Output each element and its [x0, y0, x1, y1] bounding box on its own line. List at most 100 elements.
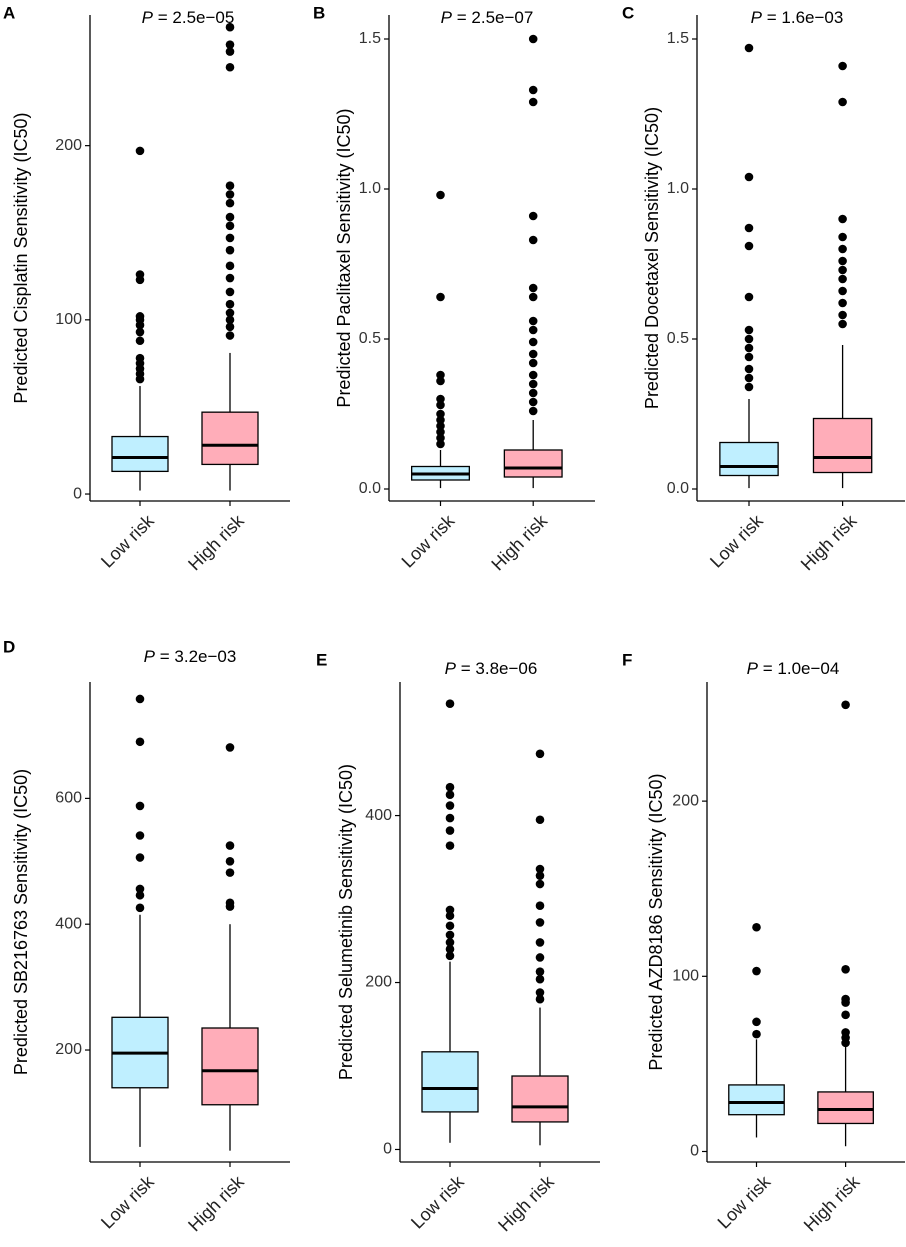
outlier-point [436, 376, 445, 386]
outlier-point [838, 274, 847, 284]
outlier-point [445, 699, 455, 709]
outlier-point [436, 415, 445, 425]
box-low-risk [728, 922, 785, 1138]
y-tick-label: 1.5 [359, 30, 381, 47]
p-value: = 1.0e−04 [758, 659, 839, 678]
iqr-box [201, 1027, 259, 1106]
outlier-point [445, 951, 455, 961]
outlier-point [838, 61, 847, 71]
outlier-point [838, 232, 847, 242]
iqr-box [421, 1051, 479, 1113]
p-value-title: P = 3.8e−06 [445, 659, 538, 678]
outlier-point [838, 265, 847, 275]
outlier-point [445, 813, 455, 823]
outlier-point [535, 953, 545, 962]
outlier-point [436, 421, 445, 431]
box-low-risk [421, 699, 479, 1143]
outlier-point [445, 790, 455, 799]
outlier-point [752, 1029, 761, 1039]
outlier-point [436, 409, 445, 419]
iqr-box [719, 441, 779, 477]
outlier-point [528, 406, 538, 416]
x-tick-label: Low risk [706, 510, 768, 572]
y-tick-label: 100 [672, 968, 699, 985]
outlier-point [528, 97, 538, 107]
outlier-point [436, 400, 445, 410]
panel-b: B P = 2.5e−07 Predicted Paclitaxel Sensiti… [313, 3, 595, 574]
outlier-point [135, 694, 145, 704]
outlier-point [135, 336, 145, 346]
outlier-point [445, 826, 455, 835]
p-value: = 1.6e−03 [762, 8, 843, 27]
y-tick-label: 0.0 [359, 480, 381, 497]
outlier-point [225, 233, 235, 243]
x-tick-label: High risk [797, 510, 861, 574]
p-value: = 3.8e−06 [456, 659, 537, 678]
outlier-point [445, 921, 455, 931]
y-tick-label: 1.0 [359, 180, 381, 197]
outlier-point [225, 212, 235, 222]
y-axis-label: Predicted Docetaxel Sensitivity (IC50) [642, 107, 662, 409]
outlier-point [135, 884, 145, 894]
outlier-point [225, 62, 235, 72]
outlier-point [135, 831, 145, 840]
y-axis-label: Predicted Paclitaxel Sensitivity (IC50) [334, 108, 354, 407]
box-low-risk [411, 190, 470, 489]
outlier-point [535, 871, 545, 880]
x-tick-label: High risk [487, 510, 551, 574]
p-value-title: P = 1.6e−03 [751, 8, 844, 27]
y-tick-label: 400 [55, 915, 82, 932]
outlier-point [445, 938, 455, 947]
outlier-point [744, 334, 754, 344]
outlier-point [528, 397, 538, 407]
outlier-point [225, 331, 235, 340]
outlier-point [528, 325, 538, 335]
outlier-point [535, 815, 545, 825]
outlier-point [744, 172, 754, 182]
iqr-box [503, 449, 563, 478]
x-tick-label: Low risk [407, 1171, 469, 1233]
p-value-title: P = 3.2e−03 [144, 647, 237, 666]
panel-c: C P = 1.6e−03 Predicted Docetaxel Sensitiv… [622, 3, 905, 574]
panel-a: A P = 2.5e−05 Predicted Cisplatin Sensitiv… [3, 3, 290, 574]
p-value: = 2.5e−05 [153, 8, 234, 27]
outlier-point [225, 322, 235, 332]
outlier-point [135, 903, 145, 913]
panel-e: E P = 3.8e−06 Predicted Selumetinib Sensit… [316, 650, 600, 1235]
y-tick-label: 400 [365, 807, 392, 824]
iqr-box [201, 411, 259, 466]
outlier-point [225, 181, 235, 191]
outlier-point [135, 327, 145, 337]
panel-label: A [3, 3, 15, 22]
outlier-point [436, 190, 445, 200]
outlier-point [744, 241, 754, 251]
outlier-point [225, 261, 235, 271]
outlier-point [841, 994, 850, 1004]
x-tick-label: High risk [184, 1171, 248, 1235]
y-tick-label: 200 [365, 974, 392, 991]
panel-label: C [622, 3, 634, 22]
panel-label: E [316, 650, 327, 669]
outlier-point [838, 298, 847, 308]
outlier-point [445, 841, 455, 850]
panel-label: D [3, 637, 15, 656]
outlier-point [135, 737, 145, 747]
x-tick-label: Low risk [97, 510, 159, 572]
p-symbol: P [441, 8, 453, 27]
outlier-point [225, 287, 235, 297]
x-tick-label: Low risk [398, 510, 460, 572]
outlier-point [225, 190, 235, 199]
outlier-point [535, 974, 545, 984]
p-value-title: P = 2.5e−05 [142, 8, 235, 27]
outlier-point [225, 743, 235, 752]
outlier-point [528, 292, 538, 302]
panel-d: D P = 3.2e−03 Predicted SB216763 Sensitivi… [3, 637, 290, 1235]
outlier-point [752, 922, 761, 932]
y-tick-label: 0 [73, 485, 82, 502]
outlier-point [436, 433, 445, 443]
x-tick-label: Low risk [97, 1171, 159, 1233]
outlier-point [135, 146, 145, 156]
outlier-point [535, 879, 545, 889]
iqr-box [111, 435, 169, 473]
outlier-point [135, 890, 145, 900]
